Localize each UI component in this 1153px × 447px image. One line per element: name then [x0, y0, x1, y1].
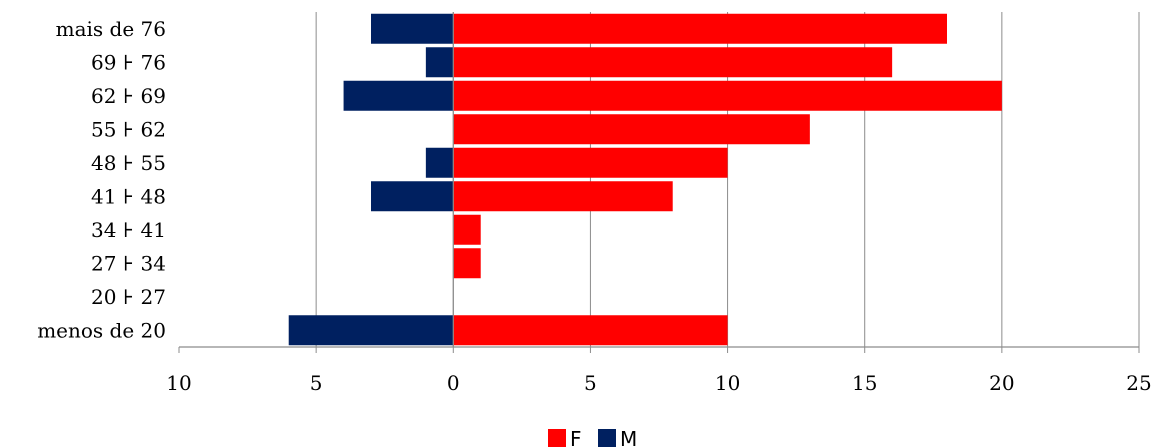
category-label: mais de 76 — [56, 17, 166, 41]
bar-f — [453, 114, 810, 145]
bar-f — [453, 80, 1002, 111]
x-tick-label: 10 — [715, 371, 740, 395]
category-label: 34 ⊦ 41 — [91, 218, 166, 242]
bar-m — [425, 47, 454, 78]
bar-f — [453, 47, 893, 78]
bar-f — [453, 147, 728, 178]
bar-f — [453, 214, 481, 245]
x-tick-label: 20 — [989, 371, 1014, 395]
x-tick-label: 5 — [584, 371, 597, 395]
bar-f — [453, 315, 728, 346]
bar-f — [453, 181, 673, 212]
bar-m — [371, 13, 454, 44]
category-label: 27 ⊦ 34 — [91, 251, 166, 275]
legend-label-f: F — [570, 427, 582, 447]
bar-f — [453, 248, 481, 279]
bar-m — [288, 315, 454, 346]
bars — [288, 13, 1002, 346]
legend-swatch-f — [548, 429, 566, 447]
category-labels: menos de 20 20 ⊦ 27 27 ⊦ 34 34 ⊦ 41 41 ⊦ 48 4… — [37, 17, 166, 343]
axes — [178, 12, 1140, 353]
category-label: 48 ⊦ 55 — [91, 151, 166, 175]
x-tick-label: 10 — [166, 371, 191, 395]
legend-label-m: M — [620, 427, 637, 447]
category-label: 62 ⊦ 69 — [91, 84, 166, 108]
category-label: 20 ⊦ 27 — [91, 285, 166, 309]
bar-m — [425, 147, 454, 178]
x-tick-label: 25 — [1126, 371, 1151, 395]
category-label: 41 ⊦ 48 — [91, 184, 166, 208]
x-tick-label: 5 — [310, 371, 323, 395]
legend-swatch-m — [598, 429, 616, 447]
x-tick-labels: 10 5 0 5 10 15 20 25 — [166, 371, 1151, 395]
category-label: 55 ⊦ 62 — [91, 117, 166, 141]
bar-f — [453, 13, 947, 44]
x-tick-label: 15 — [852, 371, 877, 395]
bar-m — [371, 181, 454, 212]
category-label: menos de 20 — [37, 318, 166, 342]
bar-m — [343, 80, 454, 111]
x-tick-label: 0 — [447, 371, 460, 395]
category-label: 69 ⊦ 76 — [91, 50, 166, 74]
